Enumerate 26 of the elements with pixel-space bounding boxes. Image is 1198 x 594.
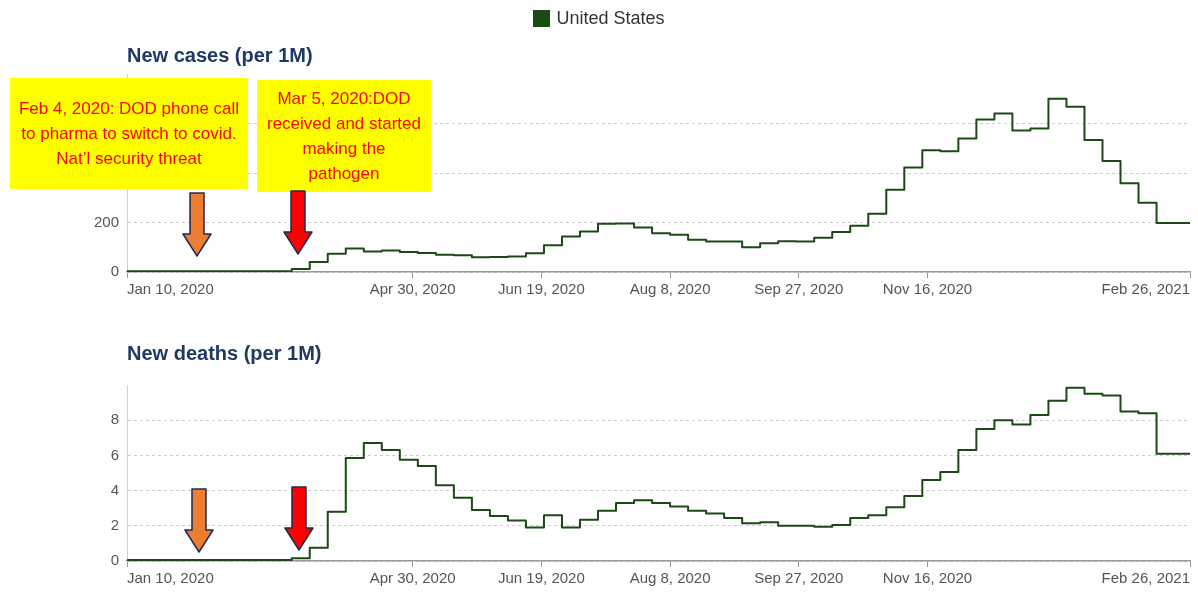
y-tick-label: 4 bbox=[110, 480, 119, 498]
x-tick-label: Jan 10, 2020 bbox=[127, 569, 214, 587]
x-tick-label: Sep 27, 2020 bbox=[754, 569, 844, 587]
x-tick-label: Jun 19, 2020 bbox=[498, 569, 585, 587]
x-tick-label: Apr 30, 2020 bbox=[369, 569, 456, 587]
x-tick-label: Aug 8, 2020 bbox=[629, 280, 711, 298]
callout-box: Mar 5, 2020:DOD received and started making the pathogen bbox=[257, 80, 431, 192]
y-tick-label: 2 bbox=[110, 515, 119, 533]
x-tick-label: Nov 16, 2020 bbox=[882, 280, 973, 298]
y-tick-label: 0 bbox=[110, 262, 119, 280]
x-tick-label: Sep 27, 2020 bbox=[754, 280, 844, 298]
y-tick-label: 200 bbox=[93, 212, 119, 230]
x-tick-label: Nov 16, 2020 bbox=[882, 569, 973, 587]
x-tick-label: Feb 26, 2021 bbox=[1101, 280, 1190, 298]
chart-title: New cases (per 1M) bbox=[127, 44, 313, 67]
legend-label: United States bbox=[556, 8, 665, 29]
chart-title: New deaths (per 1M) bbox=[127, 342, 322, 365]
x-tick-label: Feb 26, 2021 bbox=[1101, 569, 1190, 587]
y-tick-label: 8 bbox=[110, 410, 119, 428]
y-tick-label: 6 bbox=[110, 445, 119, 463]
callout-box: Feb 4, 2020: DOD phone call to pharma to switch to covid. Nat’l security threat bbox=[10, 78, 248, 189]
x-tick-label: Jan 10, 2020 bbox=[127, 280, 214, 298]
x-tick-label: Aug 8, 2020 bbox=[629, 569, 711, 587]
x-tick-label: Jun 19, 2020 bbox=[498, 280, 585, 298]
x-tick-label: Apr 30, 2020 bbox=[369, 280, 456, 298]
y-tick-label: 0 bbox=[110, 551, 119, 569]
